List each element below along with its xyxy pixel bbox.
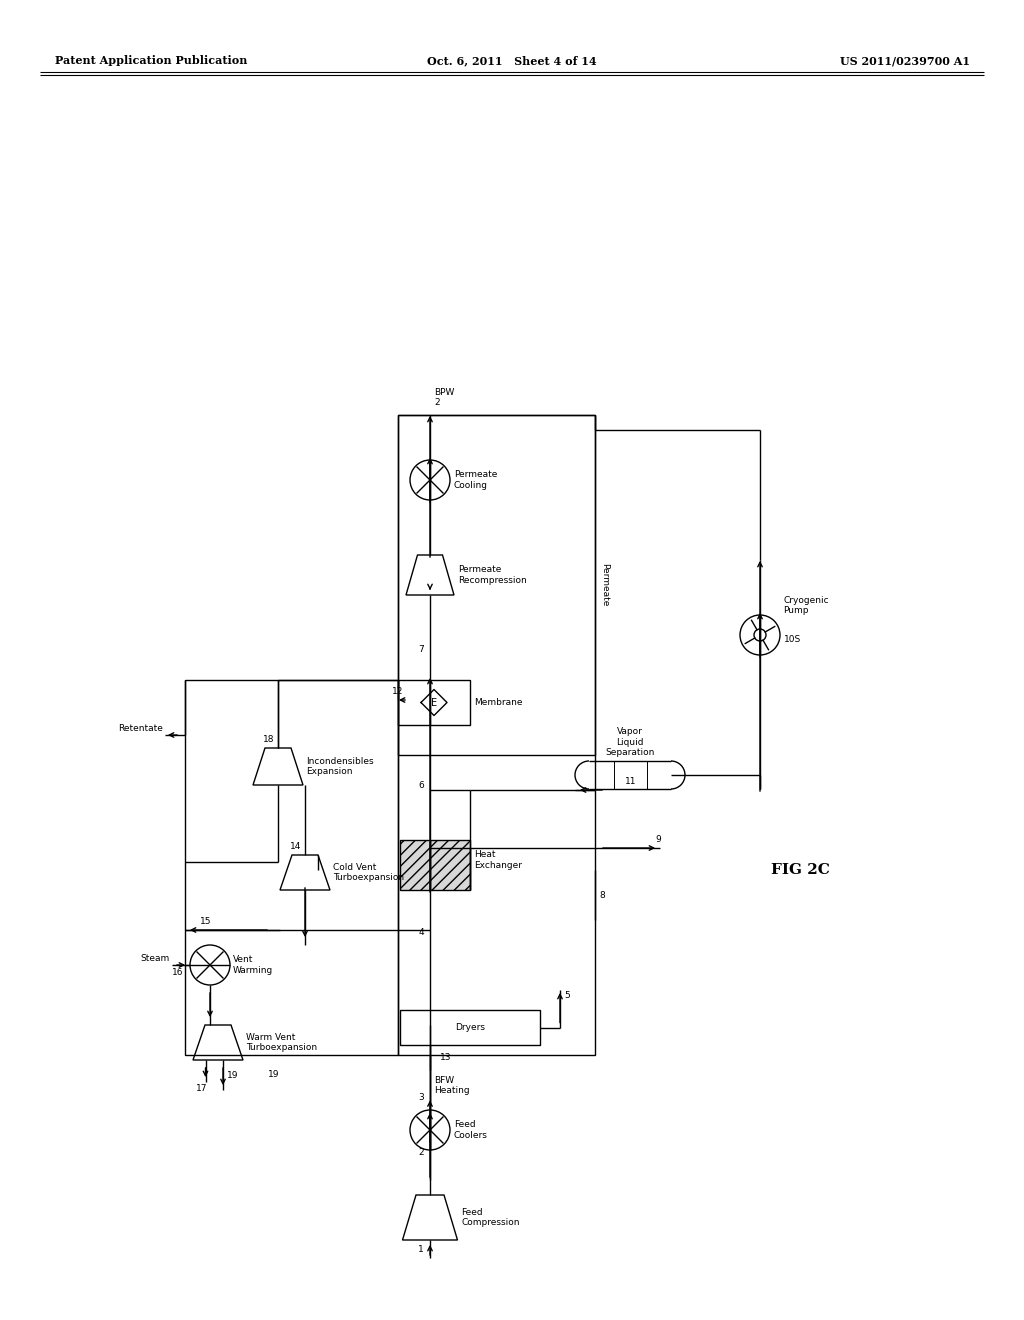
Text: 13: 13 [440,1053,452,1063]
Text: 6: 6 [418,780,424,789]
Text: US 2011/0239700 A1: US 2011/0239700 A1 [840,55,970,66]
Text: 1: 1 [418,1246,424,1254]
Text: 11: 11 [625,777,637,785]
Text: 8: 8 [599,891,605,899]
Text: Vent
Warming: Vent Warming [233,956,273,974]
Text: 19: 19 [227,1071,239,1080]
Text: BFW
Heating: BFW Heating [434,1076,470,1096]
Bar [398,680,470,725]
Text: Oct. 6, 2011   Sheet 4 of 14: Oct. 6, 2011 Sheet 4 of 14 [427,55,597,66]
Text: 16: 16 [172,968,183,977]
Text: 9: 9 [655,836,660,843]
Text: 18: 18 [262,735,274,744]
Text: E: E [431,697,437,708]
Text: Permeate
Recompression: Permeate Recompression [458,565,526,585]
Text: Incondensibles
Expansion: Incondensibles Expansion [306,756,374,776]
Text: Cold Vent
Turboexpansion: Cold Vent Turboexpansion [333,863,404,882]
Bar [185,680,398,1055]
Text: 17: 17 [196,1084,207,1093]
Text: Warm Vent
Turboexpansion: Warm Vent Turboexpansion [246,1032,317,1052]
Text: FIG 2C: FIG 2C [771,863,829,876]
Text: 19: 19 [268,1071,280,1078]
Text: BPW
2: BPW 2 [434,388,455,407]
Text: 3: 3 [418,1093,424,1102]
Text: Permeate: Permeate [600,564,609,607]
Text: Membrane: Membrane [474,698,522,708]
Text: 2: 2 [419,1148,424,1158]
Text: Heat
Exchanger: Heat Exchanger [474,850,522,870]
Text: 15: 15 [200,917,212,927]
Text: 4: 4 [419,928,424,937]
Text: Retentate: Retentate [118,723,163,733]
Text: Permeate
Cooling: Permeate Cooling [454,470,498,490]
Text: Vapor
Liquid
Separation: Vapor Liquid Separation [605,727,654,756]
Bar [398,414,595,1055]
Text: 14: 14 [290,842,301,851]
Text: Feed
Coolers: Feed Coolers [454,1121,487,1139]
Bar [400,1010,540,1045]
Bar [400,840,470,890]
Text: 5: 5 [564,990,569,999]
Text: Patent Application Publication: Patent Application Publication [55,55,248,66]
Bar [398,414,595,755]
Text: Steam: Steam [140,954,170,964]
Text: Cryogenic
Pump: Cryogenic Pump [783,595,828,615]
Text: Feed
Compression: Feed Compression [462,1208,520,1228]
Text: 7: 7 [418,645,424,655]
Text: Dryers: Dryers [455,1023,485,1032]
Text: 12: 12 [392,686,403,696]
Text: 10S: 10S [784,635,801,644]
